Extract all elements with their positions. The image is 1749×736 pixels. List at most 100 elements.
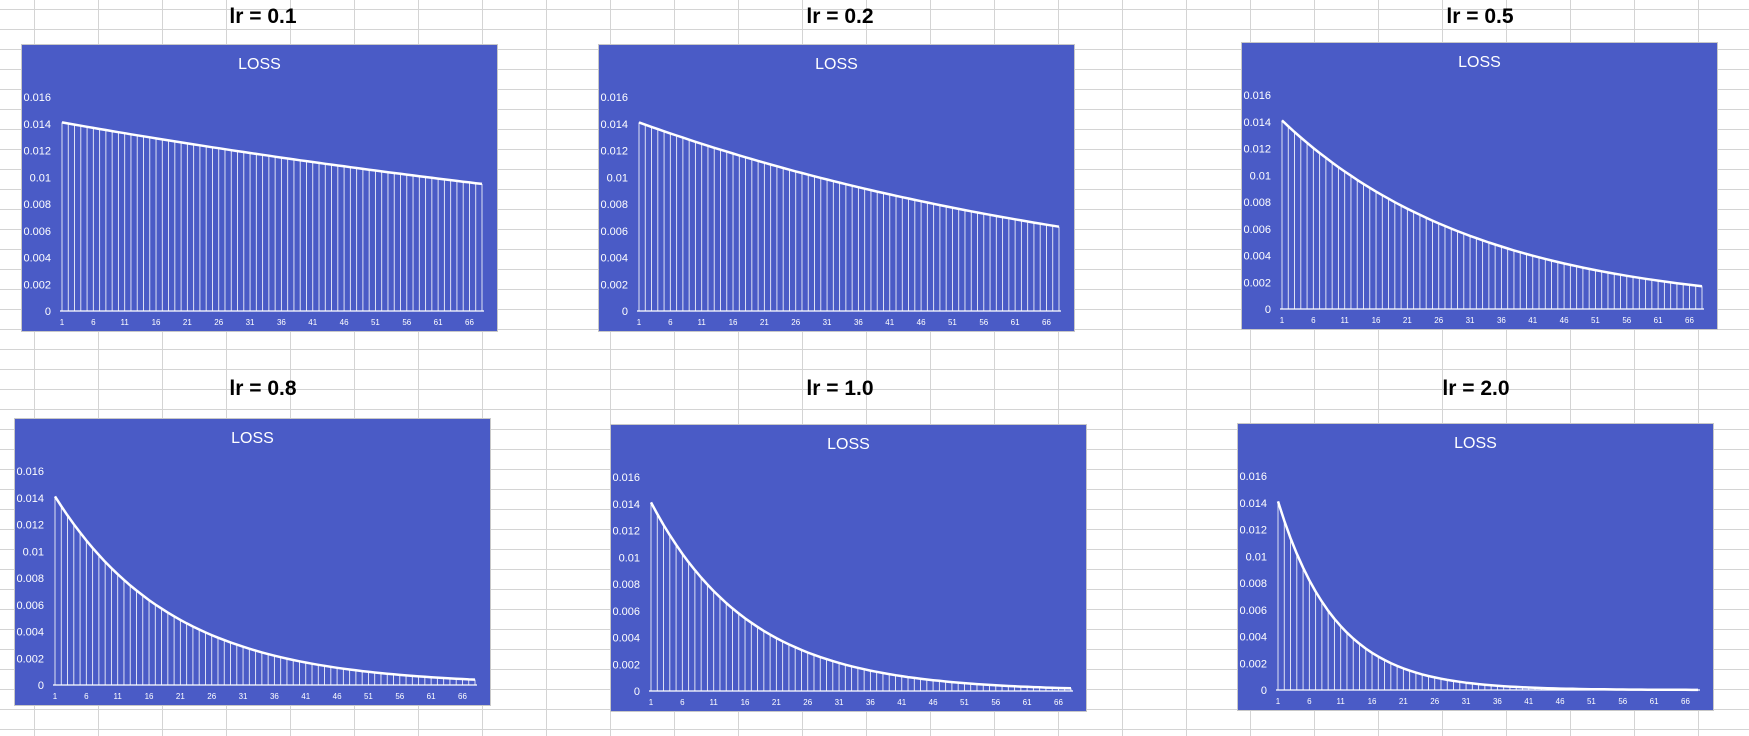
y-tick-label: 0.016 [23, 92, 51, 104]
x-tick-label: 56 [979, 318, 988, 327]
x-tick-label: 26 [214, 318, 223, 327]
chart-lr-0-2: LOSS 0.016 0.014 0.012 0.01 0.008 0.006 0.004 0.… [598, 44, 1075, 332]
y-tick-label: 0.008 [16, 573, 44, 585]
chart-title: LOSS [231, 430, 274, 447]
x-tick-label: 66 [1054, 698, 1063, 707]
chart-lr-2-0: LOSS 0.016 0.014 0.012 0.01 0.008 0.006 0.004 0.… [1237, 423, 1714, 711]
y-tick-label: 0.004 [1243, 251, 1271, 263]
x-tick-label: 56 [402, 318, 411, 327]
x-tick-label: 51 [1587, 697, 1596, 706]
chart-title: LOSS [1458, 54, 1501, 71]
x-tick-label: 1 [1280, 316, 1285, 325]
x-tick-label: 11 [710, 698, 719, 707]
x-tick-label: 36 [1497, 316, 1506, 325]
x-tick-label: 51 [960, 698, 969, 707]
x-tick-label: 51 [364, 692, 373, 701]
x-tick-label: 56 [991, 698, 1000, 707]
x-tick-label: 61 [1011, 318, 1020, 327]
x-tick-label: 31 [246, 318, 255, 327]
x-tick-label: 36 [866, 698, 875, 707]
x-tick-label: 21 [1399, 697, 1408, 706]
y-tick-label: 0.016 [16, 466, 44, 478]
x-tick-label: 16 [729, 318, 738, 327]
y-tick-label: 0.012 [23, 146, 51, 158]
x-tick-label: 61 [1654, 316, 1663, 325]
loss-series-line [638, 121, 1060, 228]
x-tick-label: 31 [835, 698, 844, 707]
y-tick-label: 0.01 [30, 172, 51, 184]
x-tick-label: 41 [308, 318, 317, 327]
y-tick-label: 0.012 [600, 146, 628, 158]
y-tick-label: 0.002 [1239, 658, 1267, 670]
x-tick-label: 16 [145, 692, 154, 701]
x-tick-label: 46 [333, 692, 342, 701]
x-tick-label: 61 [1023, 698, 1032, 707]
y-tick-label: 0 [622, 306, 628, 318]
x-tick-label: 21 [183, 318, 192, 327]
y-tick-label: 0.008 [612, 579, 640, 591]
y-tick-label: 0.012 [16, 520, 44, 532]
x-tick-label: 1 [60, 318, 65, 327]
x-tick-label: 61 [427, 692, 436, 701]
x-tick-label: 6 [1311, 316, 1316, 325]
x-tick-label: 6 [84, 692, 89, 701]
x-tick-label: 66 [1681, 697, 1690, 706]
y-tick-label: 0 [634, 686, 640, 698]
y-tick-label: 0.004 [600, 253, 628, 265]
y-tick-label: 0 [45, 306, 51, 318]
x-tick-label: 1 [649, 698, 654, 707]
chart-svg: LOSS 0.016 0.014 0.012 0.01 0.008 0.006 0.004 0.… [1239, 435, 1700, 706]
loss-series-line [61, 121, 483, 186]
y-tick-label: 0.012 [1243, 144, 1271, 156]
x-tick-label: 41 [1528, 316, 1537, 325]
x-tick-label: 11 [114, 692, 123, 701]
y-tick-label: 0.008 [23, 199, 51, 211]
x-tick-label: 31 [1466, 316, 1475, 325]
x-tick-label: 31 [1462, 697, 1471, 706]
x-tick-label: 26 [207, 692, 216, 701]
x-tick-label: 36 [270, 692, 279, 701]
x-tick-label: 66 [1685, 316, 1694, 325]
panel-title-lr-2-0: lr = 2.0 [1442, 377, 1510, 400]
x-tick-label: 66 [1042, 318, 1051, 327]
loss-series-line [1276, 501, 1698, 692]
y-tick-label: 0.002 [23, 279, 51, 291]
x-tick-label: 31 [823, 318, 832, 327]
x-tick-label: 56 [1622, 316, 1631, 325]
y-tick-label: 0.004 [16, 627, 44, 639]
y-tick-label: 0.01 [1250, 170, 1271, 182]
chart-lr-1-0: LOSS 0.016 0.014 0.012 0.01 0.008 0.006 0.004 0.… [610, 424, 1087, 712]
y-tick-label: 0.016 [612, 472, 640, 484]
y-tick-label: 0.008 [1239, 578, 1267, 590]
x-tick-label: 41 [1524, 697, 1533, 706]
y-tick-label: 0.01 [619, 552, 640, 564]
x-tick-label: 6 [1307, 697, 1312, 706]
y-tick-label: 0 [38, 680, 44, 692]
y-tick-label: 0.014 [1243, 117, 1271, 129]
y-tick-label: 0.002 [1243, 277, 1271, 289]
chart-svg: LOSS 0.016 0.014 0.012 0.01 0.008 0.006 0.004 0.… [23, 56, 484, 327]
y-tick-label: 0.002 [612, 659, 640, 671]
chart-svg: LOSS 0.016 0.014 0.012 0.01 0.008 0.006 0.004 0.… [612, 436, 1073, 707]
x-tick-label: 6 [680, 698, 685, 707]
x-tick-label: 66 [458, 692, 467, 701]
x-tick-label: 26 [1434, 316, 1443, 325]
y-tick-label: 0.014 [23, 119, 51, 131]
x-tick-label: 36 [1493, 697, 1502, 706]
x-tick-label: 21 [176, 692, 185, 701]
y-tick-label: 0.006 [23, 226, 51, 238]
chart-svg: LOSS 0.016 0.014 0.012 0.01 0.008 0.006 0.004 0.… [1243, 54, 1704, 325]
y-tick-label: 0.006 [1239, 605, 1267, 617]
x-tick-label: 36 [854, 318, 863, 327]
x-tick-label: 11 [698, 318, 707, 327]
y-tick-label: 0.006 [600, 226, 628, 238]
y-tick-label: 0.01 [607, 172, 628, 184]
x-tick-label: 6 [91, 318, 96, 327]
panel-title-lr-0-2: lr = 0.2 [806, 5, 874, 28]
chart-svg: LOSS 0.016 0.014 0.012 0.01 0.008 0.006 0.004 0.… [600, 56, 1061, 327]
y-tick-label: 0.002 [16, 653, 44, 665]
panel-title-lr-0-1: lr = 0.1 [229, 5, 297, 28]
x-tick-label: 26 [791, 318, 800, 327]
x-tick-label: 11 [121, 318, 130, 327]
y-tick-label: 0.006 [1243, 224, 1271, 236]
